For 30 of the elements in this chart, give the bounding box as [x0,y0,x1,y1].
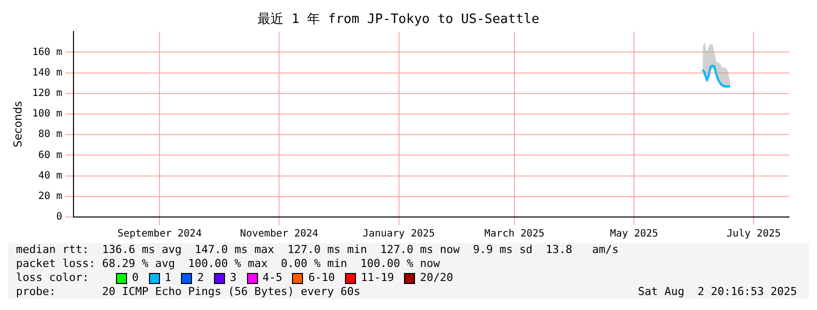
x-tick-label: September 2024 [117,228,202,240]
y-tick-label: 20 m [38,190,62,202]
text: 20/20 [420,271,454,285]
text: 3 [230,271,236,285]
text: loss color: [16,271,90,285]
text: packet loss: 68.29 % avg 100.00 % max 0.00 % min 100.00 % now [16,257,441,271]
y-tick-label: 160 m [32,46,62,58]
chart-title: 最近 1 年 from JP-Tokyo to US-Seattle [258,12,540,28]
text: median rtt: 136.6 ms avg 147.0 ms max 127.0 ms min 127.0 ms now 9.9 ms sd 13.8 am/s [16,243,620,257]
text: 6-10 [308,271,335,285]
text: probe: 20 ICMP Echo Pings (56 Bytes) every 60s [16,285,360,299]
text: Sat Aug 2 20:16:53 2025 [638,285,797,299]
text: 1 [164,271,172,285]
x-tick-label: March 2025 [484,228,545,240]
text: 4-5 [262,271,282,285]
x-tick-label: May 2025 [610,228,658,240]
y-tick-label: 0 [56,212,62,223]
y-tick-label: 100 m [32,108,62,120]
x-tick-label: January 2025 [362,228,435,240]
text: 11-19 [360,271,394,285]
text: 0 [132,271,139,285]
x-tick-label: November 2024 [240,228,318,240]
x-tick-label: July 2025 [726,228,781,240]
text: 2 [197,271,204,285]
y-tick-label: 40 m [38,170,62,182]
y-tick-label: 140 m [32,67,62,78]
y-tick-label: 120 m [32,88,62,99]
y-axis-title: Seconds [11,100,24,148]
y-tick-label: 80 m [38,129,62,140]
y-tick-label: 60 m [38,150,62,161]
